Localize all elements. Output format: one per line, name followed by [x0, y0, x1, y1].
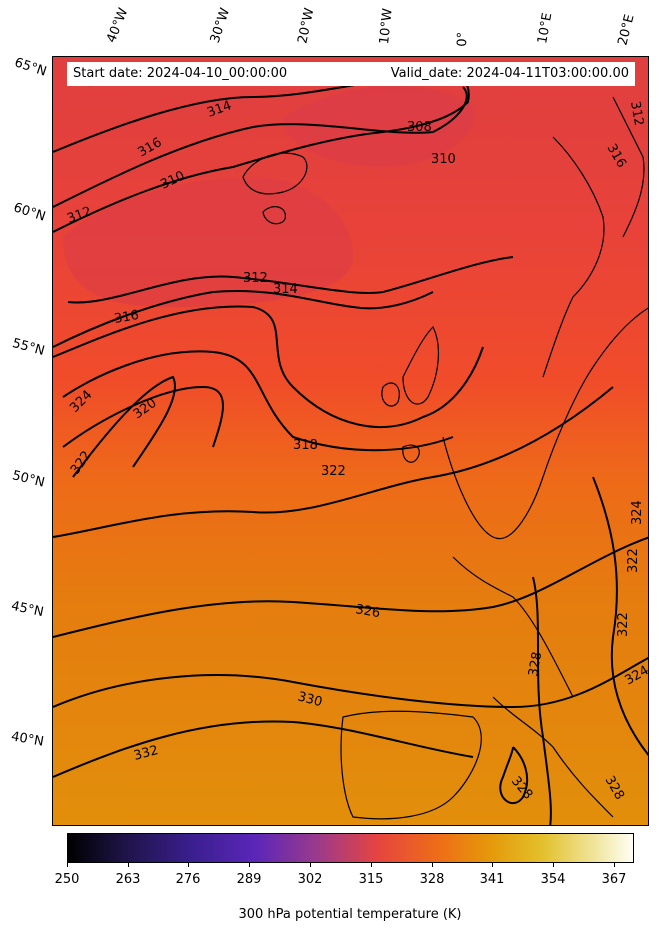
contour-lines	[53, 72, 648, 825]
colorbar-title: 300 hPa potential temperature (K)	[238, 907, 462, 922]
contour-label: 326	[354, 602, 381, 621]
colorbar-tick	[492, 863, 493, 867]
colorbar-tick-label: 302	[297, 872, 323, 887]
longitude-label: 30°W	[207, 6, 234, 45]
colorbar-tick-label: 263	[115, 872, 141, 887]
colorbar-tick-label: 367	[601, 872, 627, 887]
colorbar-tick	[553, 863, 554, 867]
colorbar-tick-label: 289	[236, 872, 262, 887]
contour-label: 318	[293, 438, 318, 453]
contour-label: 322	[616, 612, 631, 637]
colorbar-tick-label: 315	[358, 872, 384, 887]
cold-pool-west	[63, 177, 353, 307]
contour-label: 322	[321, 464, 346, 479]
colorbar	[67, 833, 634, 863]
contour-label: 312	[627, 100, 646, 127]
cold-pool-north	[283, 85, 475, 167]
contour-label: 332	[132, 743, 160, 764]
contour-label: 322	[626, 548, 641, 573]
latitude-label: 40°N	[9, 729, 45, 750]
colorbar-tick	[249, 863, 250, 867]
map-canvas: 308 310 310 312 312 314 314 316 316 316 …	[53, 57, 648, 825]
colorbar-tick	[432, 863, 433, 867]
date-info-box: Start date: 2024-04-10_00:00:00 Valid_da…	[67, 62, 635, 86]
latitude-label: 55°N	[10, 336, 47, 359]
contour-label: 330	[296, 689, 324, 710]
longitude-label: 10°E	[535, 11, 556, 45]
colorbar-tick	[371, 863, 372, 867]
longitude-label: 20°E	[615, 13, 638, 47]
longitude-label: 10°W	[377, 7, 396, 45]
contour-label: 314	[273, 282, 298, 297]
latitude-label: 50°N	[10, 468, 47, 491]
contour-label: 316	[113, 308, 140, 327]
longitude-label: 40°W	[104, 6, 132, 45]
contour-label: 312	[243, 271, 268, 286]
valid-date-label: Valid_date: 2024-04-11T03:00:00.00	[390, 66, 629, 81]
start-date-label: Start date: 2024-04-10_00:00:00	[73, 66, 288, 81]
latitude-label: 60°N	[11, 200, 48, 225]
colorbar-tick-label: 341	[479, 872, 505, 887]
colorbar-tick-label: 250	[54, 872, 80, 887]
latitude-label: 45°N	[9, 598, 45, 621]
colorbar-tick	[310, 863, 311, 867]
colorbar-tick-label: 276	[175, 872, 201, 887]
longitude-label: 20°W	[295, 6, 318, 45]
contour-label: 310	[431, 152, 456, 167]
latitude-label: 65°N	[12, 55, 49, 80]
contour-label: 324	[630, 500, 645, 525]
temperature-field	[53, 57, 648, 825]
contour-label: 328	[526, 651, 545, 678]
map-panel: 308 310 310 312 312 314 314 316 316 316 …	[52, 56, 649, 826]
colorbar-tick-label: 328	[419, 872, 445, 887]
coastlines	[242, 96, 648, 820]
colorbar-tick	[188, 863, 189, 867]
colorbar-tick	[128, 863, 129, 867]
longitude-label: 0°	[455, 31, 471, 47]
colorbar-tick	[614, 863, 615, 867]
colorbar-tick	[67, 863, 68, 867]
contour-label: 308	[407, 120, 432, 135]
colorbar-tick-label: 354	[540, 872, 566, 887]
